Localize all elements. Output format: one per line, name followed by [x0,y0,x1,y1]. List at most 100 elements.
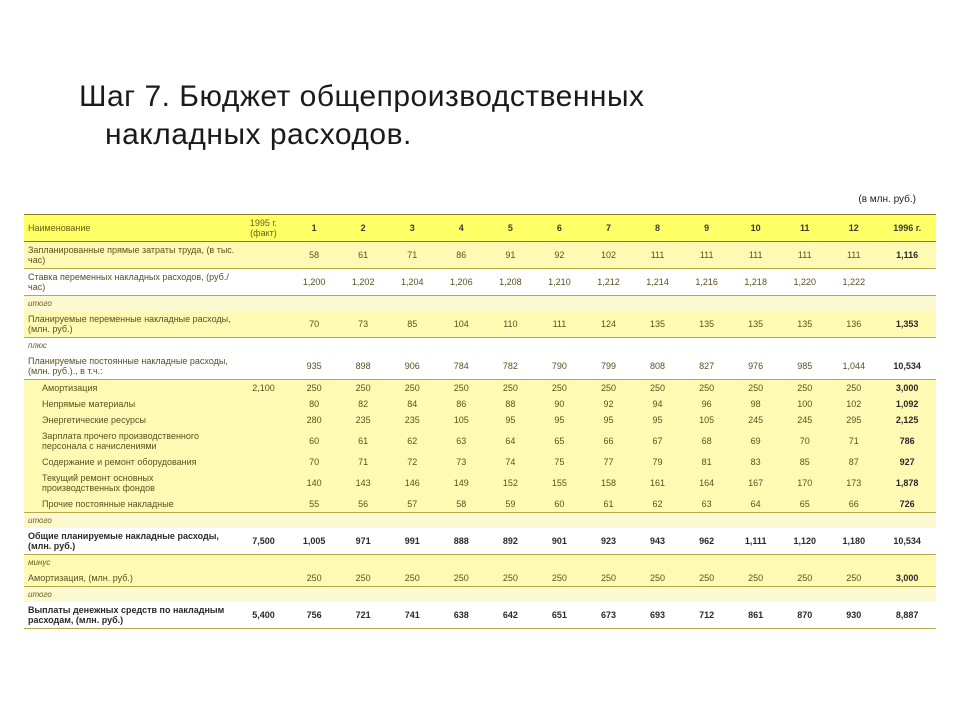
cell-month: 143 [339,470,388,496]
table-row: итого [24,296,936,312]
cell-month: 105 [437,412,486,428]
table-row: итого [24,587,936,603]
cell-month [633,555,682,571]
cell-month [290,513,339,529]
cell-month: 110 [486,311,535,338]
cell-month: 250 [633,570,682,587]
cell-month: 59 [486,496,535,513]
cell-month: 102 [584,242,633,269]
cell-month: 1,206 [437,269,486,296]
cell-month [486,587,535,603]
slide-title: Шаг 7. Бюджет общепроизводственных накла… [79,78,879,153]
row-label: минус [24,555,237,571]
cell-month [731,587,780,603]
cell-month: 86 [437,396,486,412]
cell-month: 146 [388,470,437,496]
table-row: плюс [24,338,936,354]
cell-month [486,296,535,312]
cell-fact [237,555,289,571]
row-label: Амортизация [24,380,237,397]
row-label: Выплаты денежных средств по накладным ра… [24,602,237,629]
cell-fact [237,269,289,296]
cell-month: 164 [682,470,731,496]
col-m9: 9 [682,215,731,242]
title-line2: накладных расходов. [79,116,412,154]
cell-month: 295 [829,412,878,428]
cell-month [780,513,829,529]
cell-month: 111 [731,242,780,269]
cell-month: 56 [339,496,388,513]
cell-month [633,587,682,603]
cell-month: 61 [339,428,388,454]
cell-month: 1,222 [829,269,878,296]
cell-month [780,587,829,603]
cell-month: 77 [584,454,633,470]
cell-month: 870 [780,602,829,629]
cell-fact: 2,100 [237,380,289,397]
cell-month: 250 [780,570,829,587]
cell-month: 149 [437,470,486,496]
cell-total [878,338,936,354]
cell-month: 62 [633,496,682,513]
cell-total: 1,878 [878,470,936,496]
cell-month: 1,208 [486,269,535,296]
cell-month: 95 [584,412,633,428]
cell-month: 135 [780,311,829,338]
cell-month [731,338,780,354]
cell-month: 1,202 [339,269,388,296]
cell-month: 250 [437,380,486,397]
cell-month: 250 [535,570,584,587]
cell-month: 245 [731,412,780,428]
row-label: Общие планируемые накладные расходы, (мл… [24,528,237,555]
row-label: итого [24,296,237,312]
cell-month: 1,220 [780,269,829,296]
cell-month [780,555,829,571]
cell-month [829,513,878,529]
cell-month: 906 [388,353,437,380]
cell-month: 971 [339,528,388,555]
cell-month: 63 [682,496,731,513]
cell-month: 95 [486,412,535,428]
cell-total: 10,534 [878,528,936,555]
cell-month: 923 [584,528,633,555]
cell-month: 1,111 [731,528,780,555]
cell-month [437,296,486,312]
cell-month: 70 [290,311,339,338]
cell-month: 61 [584,496,633,513]
cell-month [829,587,878,603]
cell-month: 250 [584,380,633,397]
cell-month: 79 [633,454,682,470]
cell-month: 250 [780,380,829,397]
cell-month: 92 [584,396,633,412]
cell-month [829,555,878,571]
cell-month [486,555,535,571]
cell-month: 235 [339,412,388,428]
table-row: Ставка переменных накладных расходов, (р… [24,269,936,296]
cell-month: 58 [290,242,339,269]
cell-month [388,587,437,603]
cell-month [339,587,388,603]
row-label: Энергетические ресурсы [24,412,237,428]
cell-month: 250 [486,380,535,397]
cell-month: 60 [535,496,584,513]
cell-fact [237,296,289,312]
cell-month [388,513,437,529]
cell-month: 693 [633,602,682,629]
row-label: Прочие постоянные накладные [24,496,237,513]
cell-fact [237,353,289,380]
cell-month [633,296,682,312]
cell-month: 976 [731,353,780,380]
col-name: Наименование [24,215,237,242]
cell-month [290,587,339,603]
col-m12: 12 [829,215,878,242]
cell-month: 245 [780,412,829,428]
cell-fact [237,242,289,269]
table-row: Непрямые материалы8082848688909294969810… [24,396,936,412]
cell-month: 71 [829,428,878,454]
cell-month [633,513,682,529]
cell-month: 790 [535,353,584,380]
cell-month: 173 [829,470,878,496]
cell-month [535,555,584,571]
cell-month: 71 [388,242,437,269]
cell-month: 135 [682,311,731,338]
